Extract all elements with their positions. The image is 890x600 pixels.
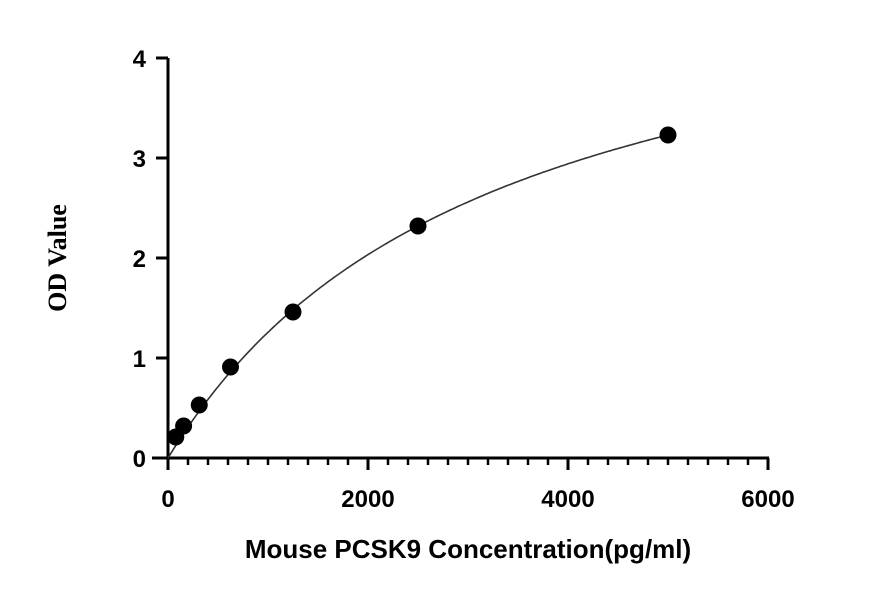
y-tick-label: 3 <box>133 146 146 173</box>
x-tick-label: 6000 <box>741 486 794 513</box>
x-tick-labels: 0 2000 4000 6000 <box>161 486 794 513</box>
data-point <box>222 358 239 376</box>
x-tick-label: 0 <box>161 486 174 513</box>
y-tick-label: 1 <box>133 346 146 373</box>
data-point <box>284 303 302 321</box>
y-tick-label: 0 <box>133 446 146 473</box>
x-tick-label: 2000 <box>341 486 394 513</box>
y-tick-label: 4 <box>133 46 147 73</box>
y-tick-label: 2 <box>133 246 146 273</box>
data-points <box>167 126 677 446</box>
x-tick-label: 4000 <box>541 486 594 513</box>
data-point <box>175 417 193 435</box>
y-axis-label: OD Value <box>43 204 72 312</box>
x-axis-label: Mouse PCSK9 Concentration(pg/ml) <box>245 534 691 564</box>
data-point <box>659 126 677 144</box>
axes <box>152 56 770 470</box>
y-tick-labels: 0 1 2 3 4 <box>133 46 147 473</box>
data-point <box>409 217 427 235</box>
fit-curve <box>167 134 669 459</box>
data-point <box>190 396 208 414</box>
